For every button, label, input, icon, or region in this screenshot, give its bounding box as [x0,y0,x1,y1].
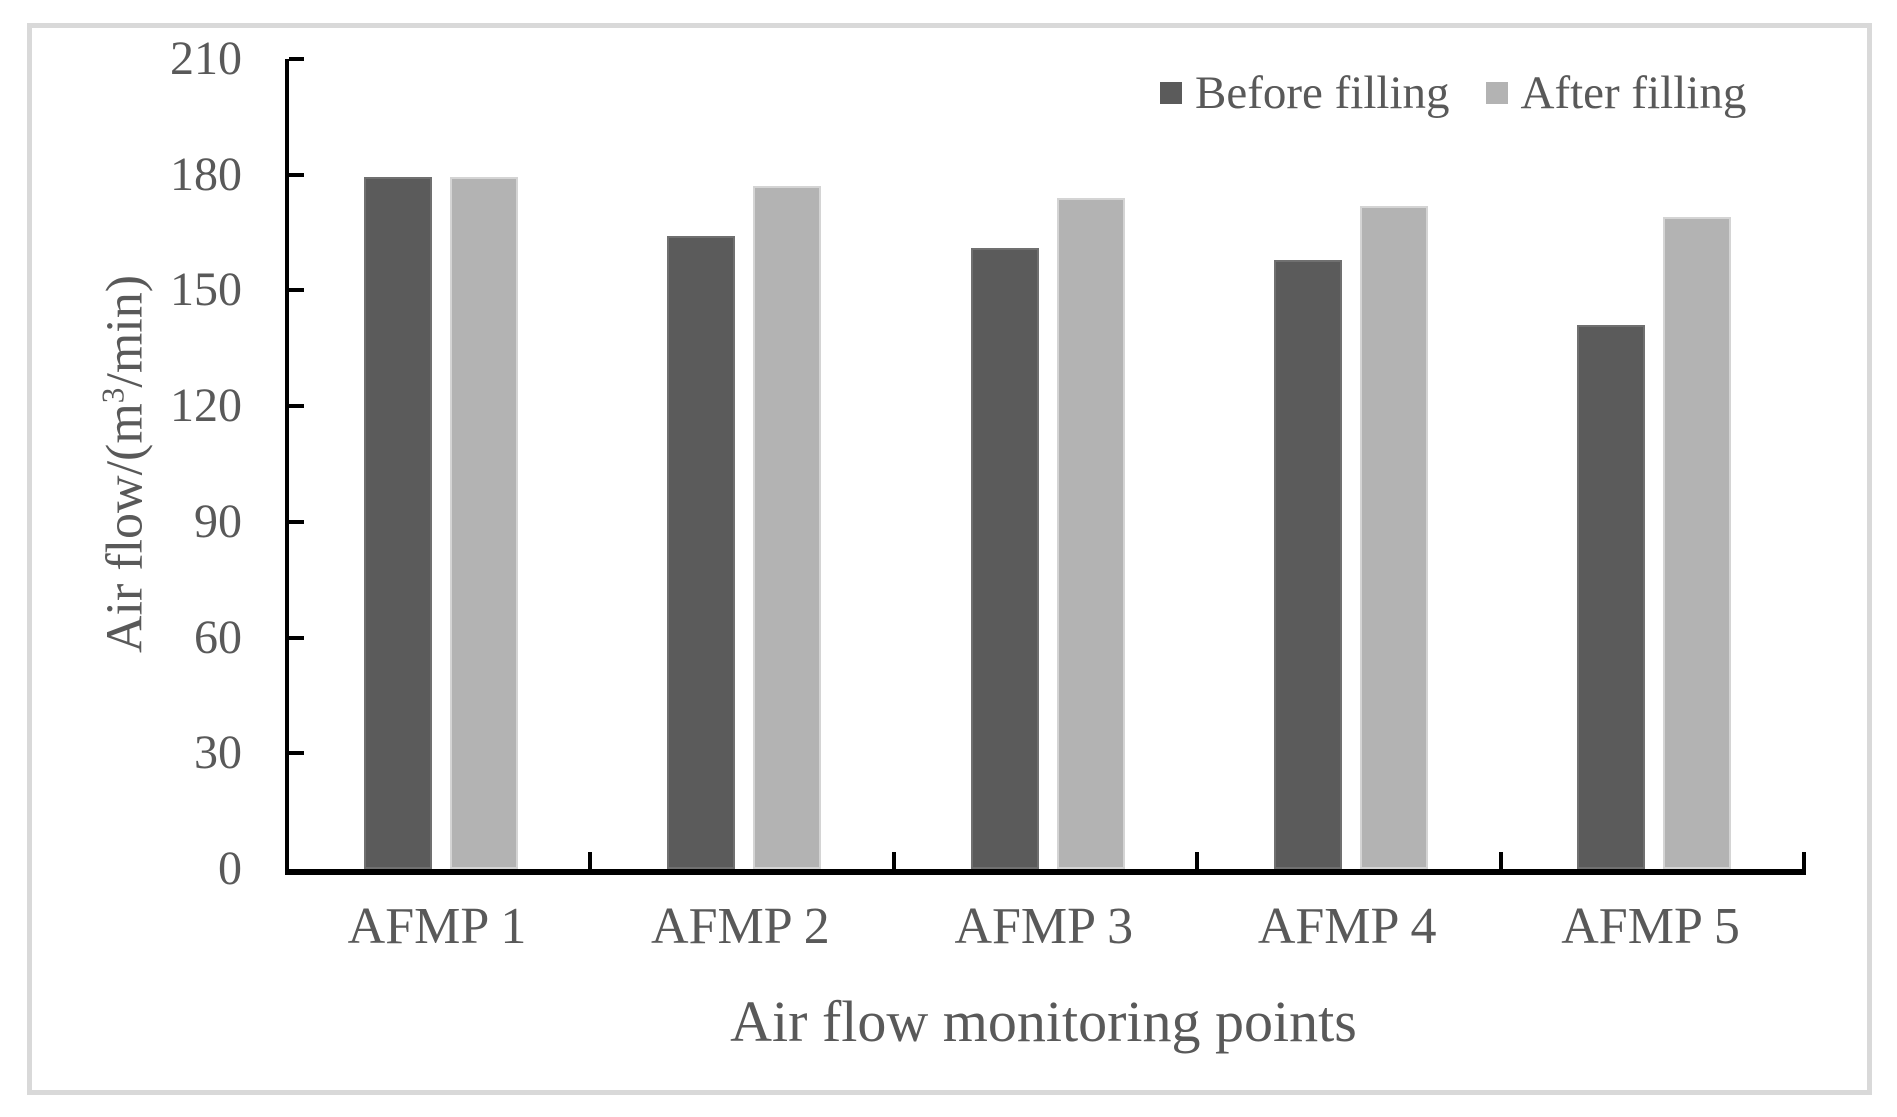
bar-afmp-2-after-filling [753,186,822,869]
plot-area [285,57,1806,875]
bar-afmp-3-after-filling [1056,197,1125,869]
x-axis-tick-4 [1498,852,1503,869]
legend-swatch-icon [1485,82,1508,104]
y-axis-tick-150 [289,288,304,293]
y-tick-label-0: 0 [218,842,242,895]
y-tick-label-150: 150 [170,263,242,317]
bar-afmp-4-after-filling [1359,205,1428,869]
bar-afmp-1-before-filling [363,176,432,869]
x-category-label-1: AFMP 1 [347,898,527,955]
x-category-label-5: AFMP 5 [1561,898,1740,955]
bar-afmp-2-before-filling [667,236,736,869]
x-category-label-2: AFMP 2 [651,898,830,955]
legend-label: Before filling [1195,67,1450,119]
y-axis-tick-30 [289,751,304,756]
legend-item-before-filling: Before filling [1160,66,1450,120]
legend: Before filling After filling [1160,66,1746,120]
x-category-label-3: AFMP 3 [954,898,1134,955]
x-axis-tick-5 [1802,852,1806,869]
y-tick-label-180: 180 [170,147,242,201]
bar-afmp-4-before-filling [1273,259,1342,869]
y-tick-label-120: 120 [170,379,242,433]
bar-afmp-5-after-filling [1663,217,1732,869]
bar-afmp-1-after-filling [449,176,518,869]
x-axis-title: Air flow monitoring points [730,989,1357,1054]
y-axis-title: Air flow/(m3/min) [95,275,154,653]
x-axis-tick-1 [588,852,593,869]
bar-afmp-3-before-filling [970,248,1039,869]
y-tick-label-210: 210 [170,32,242,85]
y-axis-tick-90 [289,519,304,524]
y-tick-label-60: 60 [194,610,242,664]
x-category-label-4: AFMP 4 [1257,898,1437,955]
y-tick-label-90: 90 [194,494,242,548]
x-axis-tick-2 [891,852,896,869]
x-axis-tick-3 [1195,852,1200,869]
legend-label: After filling [1520,67,1747,119]
y-axis-tick-210 [289,57,304,61]
y-axis-tick-120 [289,404,304,409]
figure-border [27,23,1872,1095]
legend-item-after-filling: After filling [1485,66,1747,120]
legend-swatch-icon [1160,82,1182,104]
y-axis-tick-60 [289,635,304,640]
y-axis-tick-180 [289,172,304,177]
y-tick-label-30: 30 [194,726,242,780]
bar-afmp-5-before-filling [1577,325,1646,869]
